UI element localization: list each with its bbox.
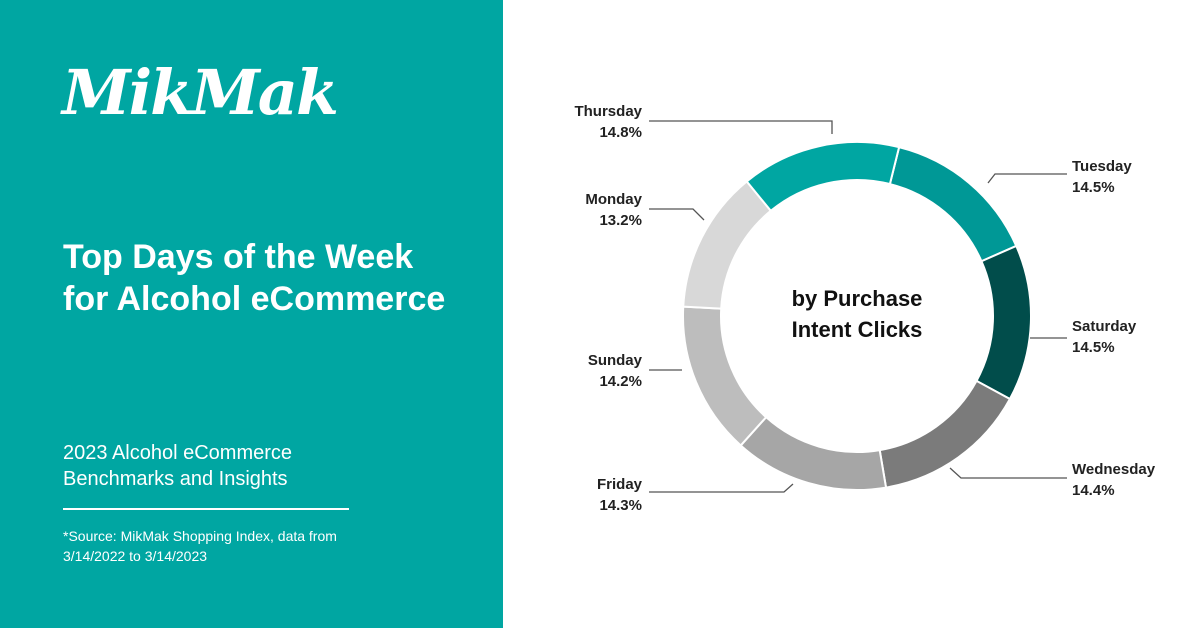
source-footnote: *Source: MikMak Shopping Index, data fro… xyxy=(63,528,337,564)
slice-value-friday: 14.3% xyxy=(599,497,642,514)
slice-value-monday: 13.2% xyxy=(599,212,642,229)
slice-thursday xyxy=(745,141,901,213)
leader-line-thursday xyxy=(649,120,833,134)
slice-label-tuesday: Tuesday xyxy=(1072,158,1132,175)
center-label-line-1: by Purchase xyxy=(792,286,923,311)
slice-wednesday xyxy=(878,379,1012,489)
slice-label-saturday: Saturday xyxy=(1072,318,1137,335)
leader-line-monday xyxy=(649,208,705,221)
slice-label-sunday: Sunday xyxy=(588,352,643,369)
slice-label-wednesday: Wednesday xyxy=(1072,461,1156,478)
slice-value-tuesday: 14.5% xyxy=(1072,179,1115,196)
leader-line-wednesday xyxy=(949,467,1067,479)
mikmak-logo: MikMak xyxy=(62,56,339,129)
slice-label-thursday: Thursday xyxy=(574,103,642,120)
slice-value-thursday: 14.8% xyxy=(599,124,642,141)
slice-monday xyxy=(682,180,773,310)
page-title: Top Days of the Week for Alcohol eCommer… xyxy=(63,238,446,318)
center-label-line-2: Intent Clicks xyxy=(792,317,923,342)
leader-line-friday xyxy=(649,483,794,493)
left-panel: MikMak Top Days of the Week for Alcohol … xyxy=(0,0,503,628)
divider xyxy=(63,508,349,510)
slice-value-saturday: 14.5% xyxy=(1072,339,1115,356)
slice-saturday xyxy=(975,244,1032,401)
chart-area: Tuesday 14.5% Saturday 14.5% Wednesday 14.4% F… xyxy=(503,0,1200,628)
donut-slices xyxy=(682,141,1032,491)
leader-lines xyxy=(649,120,1067,493)
slice-labels: Tuesday 14.5% Saturday 14.5% Wednesday 14.4% F… xyxy=(574,103,1155,514)
center-label: by Purchase Intent Clicks xyxy=(792,286,923,342)
slice-value-sunday: 14.2% xyxy=(599,373,642,390)
slice-value-wednesday: 14.4% xyxy=(1072,482,1115,499)
slice-tuesday xyxy=(888,145,1018,263)
slice-label-friday: Friday xyxy=(597,476,643,493)
leader-line-tuesday xyxy=(987,173,1067,184)
donut-chart: Tuesday 14.5% Saturday 14.5% Wednesday 14.4% F… xyxy=(574,103,1155,514)
slice-sunday xyxy=(682,305,768,447)
slice-label-monday: Monday xyxy=(585,191,642,208)
slice-friday xyxy=(739,415,888,491)
report-subtitle: 2023 Alcohol eCommerce Benchmarks and In… xyxy=(63,442,293,490)
